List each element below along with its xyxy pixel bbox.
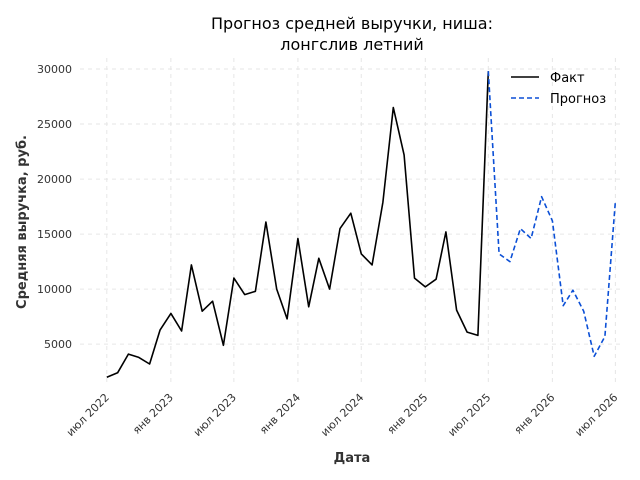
legend-label-fact: Факт	[550, 71, 585, 86]
x-axis-ticks: июл 2022 янв 2023 июл 2023 янв 2024 июл 2024…	[64, 391, 621, 439]
x-tick-label: янв 2023	[130, 391, 176, 437]
x-axis-label: Дата	[334, 451, 371, 466]
y-axis-ticks: 5000 10000 15000 20000 25000 30000	[37, 63, 72, 351]
grid	[80, 58, 622, 386]
x-tick-label: янв 2024	[257, 391, 303, 437]
y-tick-label: 30000	[37, 63, 72, 76]
chart-title-line-1: Прогноз средней выручки, ниша:	[211, 14, 493, 33]
x-tick-label: янв 2026	[512, 391, 558, 437]
x-tick-label: янв 2025	[385, 391, 431, 437]
y-tick-label: 5000	[44, 338, 72, 351]
legend-label-forecast: Прогноз	[550, 92, 606, 107]
chart-title-line-2: лонгслив летний	[280, 35, 423, 54]
series-line-forecast	[487, 71, 617, 358]
x-tick-label: июл 2024	[318, 391, 366, 439]
x-tick-label: июл 2026	[572, 391, 620, 439]
series-lines	[106, 71, 617, 378]
x-tick-label: июл 2023	[191, 391, 239, 439]
legend: Факт Прогноз	[511, 71, 606, 107]
x-tick-label: июл 2025	[445, 391, 493, 439]
series-line-fact	[106, 71, 490, 378]
x-tick-label: июл 2022	[64, 391, 112, 439]
y-tick-label: 25000	[37, 118, 72, 131]
y-tick-label: 20000	[37, 173, 72, 186]
y-axis-label: Средняя выручка, руб.	[15, 135, 30, 309]
y-tick-label: 15000	[37, 228, 72, 241]
y-tick-label: 10000	[37, 283, 72, 296]
